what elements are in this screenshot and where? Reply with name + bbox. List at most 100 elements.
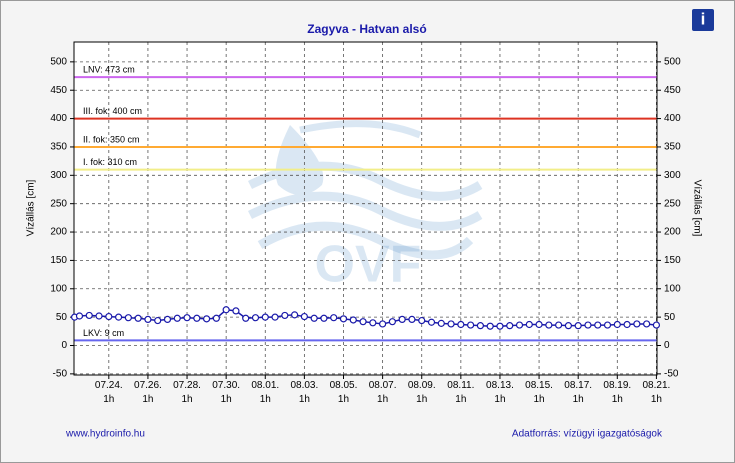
data-point — [291, 311, 299, 319]
data-point — [515, 321, 524, 329]
data-point — [437, 319, 445, 327]
data-point — [242, 314, 250, 322]
data-point — [124, 314, 132, 322]
data-point — [232, 307, 240, 315]
data-point — [163, 315, 172, 324]
info-icon[interactable]: i — [701, 9, 706, 28]
data-point — [281, 311, 289, 320]
data-point — [525, 320, 533, 329]
x-tick-label: 07.24. 1h — [95, 380, 123, 405]
y-tick-label: 350 — [50, 142, 67, 153]
data-point — [467, 321, 475, 329]
threshold-label: II. fok: 350 cm — [83, 134, 140, 144]
data-point — [506, 322, 514, 330]
info-button[interactable] — [692, 9, 714, 31]
data-point — [603, 321, 612, 329]
data-point — [183, 314, 191, 322]
data-point — [564, 322, 573, 330]
footer-link[interactable]: www.hydroinfo.hu — [65, 429, 145, 440]
y-tick-label: 300 — [50, 170, 67, 181]
x-tick-label: 08.01. 1h — [251, 380, 279, 405]
y-axis-label: Vízállás [cm] — [26, 179, 37, 236]
data-point — [457, 320, 465, 329]
data-point — [574, 322, 582, 330]
data-point — [359, 318, 367, 326]
data-point — [320, 314, 328, 322]
y-tick-label: 200 — [50, 227, 67, 238]
data-point — [369, 319, 377, 327]
data-point — [613, 320, 621, 329]
data-point — [349, 316, 357, 324]
x-tick-label: 08.21. 1h — [643, 380, 671, 405]
y-tick-label: 0 — [61, 340, 67, 351]
data-point — [584, 321, 592, 329]
data-point — [134, 314, 142, 322]
y2-axis-label: Vízállás [cm] — [691, 180, 702, 237]
data-point — [388, 318, 396, 326]
data-point — [427, 318, 436, 326]
data-point — [418, 316, 426, 325]
y-tick-label: 400 — [50, 113, 67, 124]
y2-tick-label: -50 — [664, 369, 679, 380]
data-point — [212, 314, 220, 322]
threshold-label: LKV: 9 cm — [83, 328, 124, 338]
x-tick-label: 07.26. 1h — [134, 380, 162, 405]
x-tick-label: 08.17. 1h — [564, 380, 592, 405]
x-tick-label: 08.03. 1h — [290, 380, 318, 405]
y2-tick-label: 0 — [664, 340, 670, 351]
y2-tick-label: 150 — [664, 255, 681, 266]
x-tick-label: 07.30. 1h — [212, 380, 240, 405]
y-tick-label: 500 — [50, 56, 67, 67]
data-point — [154, 316, 162, 325]
data-point — [85, 311, 93, 320]
y2-tick-label: 100 — [664, 283, 681, 294]
data-point — [330, 314, 338, 322]
data-point — [408, 315, 416, 324]
y2-tick-label: 350 — [664, 142, 681, 153]
data-point — [379, 320, 387, 328]
data-point — [643, 320, 651, 328]
data-point — [75, 312, 84, 320]
x-tick-label: 08.05. 1h — [330, 380, 358, 405]
data-point — [202, 315, 211, 323]
x-tick-label: 08.07. 1h — [369, 380, 397, 405]
x-tick-label: 08.19. 1h — [603, 380, 631, 405]
x-tick-label: 07.28. 1h — [173, 380, 201, 405]
y2-tick-label: 50 — [664, 312, 676, 323]
data-point — [447, 320, 455, 328]
y2-tick-label: 300 — [664, 170, 681, 181]
data-point — [300, 312, 308, 321]
x-tick-label: 08.15. 1h — [525, 380, 553, 405]
plot-border — [73, 41, 658, 376]
threshold-label: III. fok: 400 cm — [83, 106, 142, 116]
data-point — [652, 321, 661, 329]
data-point — [486, 322, 494, 330]
y-tick-label: 250 — [50, 198, 67, 209]
data-point — [144, 315, 152, 324]
data-point — [633, 320, 641, 328]
chart-title: Zagyva - Hatvan alsó — [307, 22, 426, 36]
data-point — [173, 314, 181, 322]
data-point — [476, 322, 484, 330]
y2-tick-label: 250 — [664, 198, 681, 209]
data-point — [339, 315, 348, 323]
x-tick-label: 08.13. 1h — [486, 380, 514, 405]
watermark: OVF — [315, 236, 422, 294]
data-point — [105, 312, 113, 321]
footer-source: Adatforrás: vízügyi igazgatóságok — [512, 429, 663, 440]
data-point — [193, 314, 201, 322]
y2-tick-label: 400 — [664, 113, 681, 124]
y2-tick-label: 500 — [664, 56, 681, 67]
y2-tick-label: 450 — [664, 85, 681, 96]
y-tick-label: 100 — [50, 283, 67, 294]
data-point — [398, 315, 406, 324]
data-point — [251, 314, 260, 322]
data-point — [496, 322, 504, 330]
y-tick-label: 150 — [50, 255, 67, 266]
data-point — [555, 321, 563, 329]
data-point — [261, 313, 269, 321]
data-point — [623, 320, 631, 329]
x-tick-label: 08.11. 1h — [447, 380, 474, 405]
y-tick-label: -50 — [53, 369, 68, 380]
